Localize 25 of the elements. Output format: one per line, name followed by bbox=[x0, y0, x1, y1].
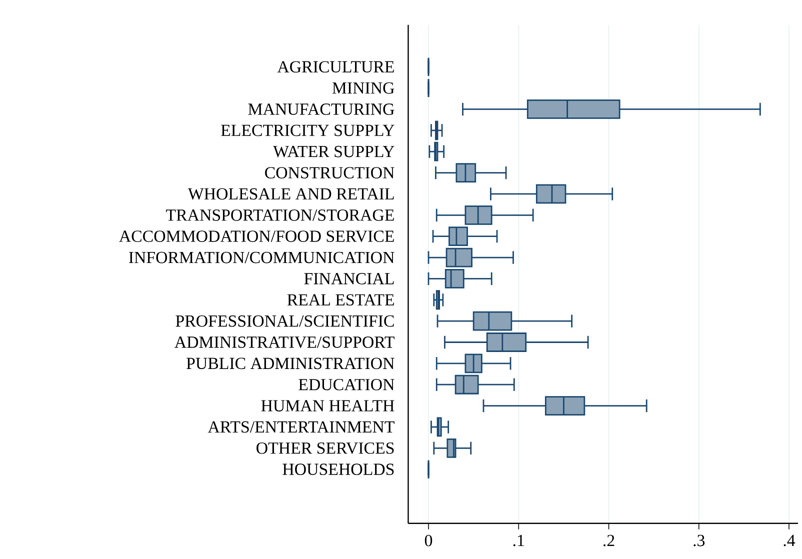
y-tick-label: ARTS/ENTERTAINMENT bbox=[208, 421, 394, 433]
x-tick-label: .1 bbox=[513, 534, 524, 546]
x-tick-label: .3 bbox=[694, 534, 705, 546]
y-tick-label: TRANSPORTATION/STORAGE bbox=[166, 209, 394, 221]
y-tick-label: FINANCIAL bbox=[304, 272, 394, 284]
y-tick-label: MINING bbox=[332, 82, 394, 94]
y-tick-label: EDUCATION bbox=[298, 378, 394, 390]
y-tick-label: ELECTRICITY SUPPLY bbox=[221, 124, 394, 136]
y-tick-label: REAL ESTATE bbox=[287, 294, 394, 306]
x-tick-label: .2 bbox=[604, 534, 614, 546]
x-tick-label: 0 bbox=[424, 534, 432, 546]
y-tick-label: MANUFACTURING bbox=[248, 103, 394, 115]
y-tick-label: INFORMATION/COMMUNICATION bbox=[128, 252, 394, 264]
y-tick-label: ADMINISTRATIVE/SUPPORT bbox=[174, 336, 394, 348]
y-tick-label: CONSTRUCTION bbox=[265, 166, 394, 178]
y-tick-label: WHOLESALE AND RETAIL bbox=[188, 188, 394, 200]
y-tick-label: PROFESSIONAL/SCIENTIFIC bbox=[176, 315, 394, 327]
y-tick-label: ACCOMMODATION/FOOD SERVICE bbox=[119, 230, 394, 242]
x-tick-label: .4 bbox=[784, 534, 796, 546]
y-tick-label: HUMAN HEALTH bbox=[261, 400, 394, 412]
y-tick-label: HOUSEHOLDS bbox=[282, 464, 394, 475]
y-tick-label: WATER SUPPLY bbox=[273, 146, 394, 158]
y-tick-label: AGRICULTURE bbox=[277, 61, 394, 72]
y-tick-label: OTHER SERVICES bbox=[256, 442, 394, 454]
y-tick-label: PUBLIC ADMINISTRATION bbox=[186, 358, 394, 369]
